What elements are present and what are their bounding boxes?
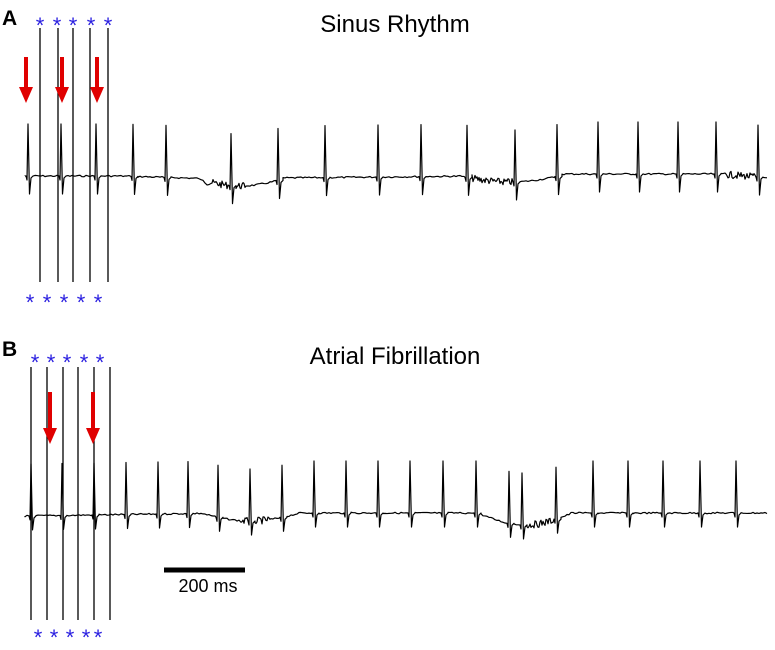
stimulus-marker-top: * <box>36 13 45 38</box>
panel-b-letter: B <box>2 338 17 361</box>
stimulus-marker-bottom: * <box>60 290 69 315</box>
stimulus-marker-bottom: * <box>43 290 52 315</box>
stimulus-marker-bottom: * <box>82 625 91 650</box>
stimulus-marker-bottom: * <box>34 625 43 650</box>
panel-a: A Sinus Rhythm * * * * * * * * * * <box>2 7 768 315</box>
stimulus-marker-top: * <box>80 350 89 375</box>
stimulus-marker-bottom: * <box>77 290 86 315</box>
panel-a-trace-group: * * * * * * * * * * <box>19 13 768 315</box>
panel-b: B Atrial Fibrillation * * * * ** * * * * <box>2 338 768 650</box>
stimulus-marker-top: * <box>87 13 96 38</box>
red-down-arrow-icon <box>90 57 104 103</box>
stimulus-marker-top: * <box>69 13 78 38</box>
stimulus-marker-top: * <box>96 350 105 375</box>
red-down-arrow-icon <box>55 57 69 103</box>
red-down-arrow-icon <box>86 392 100 444</box>
panel-b-title: Atrial Fibrillation <box>310 343 481 370</box>
panel-a-letter: A <box>2 7 17 30</box>
electrogram-trace <box>24 460 768 540</box>
electrogram-trace <box>24 121 768 205</box>
stimulus-marker-top: * <box>47 350 56 375</box>
stimulus-marker-bottom: * <box>94 625 103 650</box>
stimulus-marker-bottom: * <box>26 290 35 315</box>
stimulus-marker-bottom: * <box>50 625 59 650</box>
scale-bar-label: 200 ms <box>178 576 237 596</box>
red-down-arrow-icon <box>43 392 57 444</box>
stimulus-marker-top: * <box>53 13 62 38</box>
stimulus-marker-top: * <box>104 13 113 38</box>
red-down-arrow-icon <box>19 57 33 103</box>
panel-b-trace-group: * * * * ** * * * * <box>24 350 768 650</box>
panel-a-title: Sinus Rhythm <box>320 11 469 38</box>
stimulus-marker-top: * <box>63 350 72 375</box>
stimulus-marker-bottom: * <box>66 625 75 650</box>
stimulus-marker-bottom: * <box>94 290 103 315</box>
stimulus-marker-top: * <box>31 350 40 375</box>
scale-bar: 200 ms <box>164 567 245 596</box>
